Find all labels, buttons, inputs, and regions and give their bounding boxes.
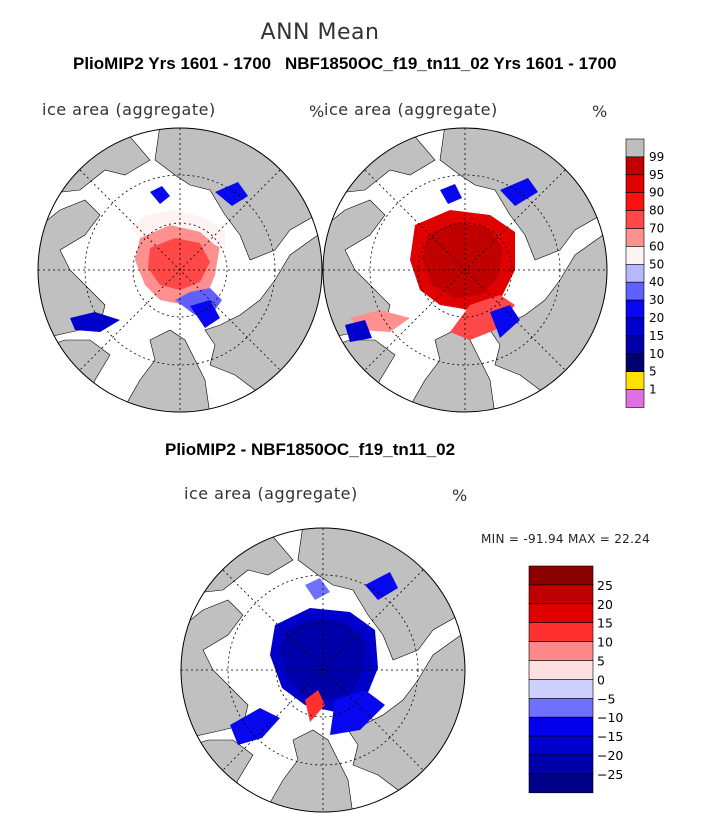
panel-3-field-label: ice area (aggregate) <box>184 484 358 503</box>
colorbar-top-swatch <box>625 246 645 265</box>
colorbar-top-swatch <box>625 371 645 390</box>
panel-1-units: % <box>309 102 325 121</box>
colorbar-top-swatch <box>625 389 645 408</box>
colorbar-top-label: 20 <box>649 311 664 325</box>
colorbar-top-label: 50 <box>649 257 664 271</box>
panel-3-units: % <box>452 486 468 505</box>
colorbar-top: 99 95 90 80 70 60 50 40 30 20 15 10 5 1 <box>625 138 664 408</box>
map-panel-1 <box>37 127 323 413</box>
colorbar-top-label: 60 <box>649 239 664 253</box>
colorbar-top-swatch <box>625 192 645 211</box>
colorbar-top-label: 1 <box>649 383 657 397</box>
panel-2-units: % <box>592 102 608 121</box>
panel-2-title: NBF1850OC_f19_tn11_02 Yrs 1601 - 1700 <box>285 54 617 73</box>
colorbar-diff-swatch <box>528 565 594 586</box>
colorbar-diff-swatch <box>528 660 594 680</box>
colorbar-top-swatch <box>625 210 645 229</box>
map-panel-3 <box>180 527 466 813</box>
colorbar-diff-label: 20 <box>597 597 613 612</box>
colorbar-top-swatch <box>625 353 645 372</box>
colorbar-top-label: 40 <box>649 275 664 289</box>
colorbar-top-label: 95 <box>649 168 664 182</box>
colorbar-top-label: 5 <box>649 365 657 379</box>
colorbar-diff-label: −5 <box>597 691 615 706</box>
colorbar-top-swatch <box>625 335 645 355</box>
main-title: ANN Mean <box>260 20 380 45</box>
colorbar-diff-swatch <box>528 603 594 623</box>
colorbar-diff-label: 15 <box>597 616 613 631</box>
difference-min-max: MIN = -91.94 MAX = 22.24 <box>481 532 651 546</box>
colorbar-diff: 25 20 15 10 5 0 −5 −10 −15 −20 −25 <box>528 565 623 794</box>
colorbar-diff-label: 0 <box>597 672 605 687</box>
panel-3-title: PlioMIP2 - NBF1850OC_f19_tn11_02 <box>165 440 456 459</box>
colorbar-top-swatch <box>625 138 645 158</box>
colorbar-diff-label: −15 <box>597 729 623 744</box>
panel-1-field-label: ice area (aggregate) <box>42 100 216 119</box>
colorbar-top-swatch <box>625 281 645 301</box>
colorbar-diff-label: 5 <box>597 654 605 669</box>
colorbar-diff-swatch <box>528 735 594 756</box>
colorbar-top-label: 15 <box>649 329 664 343</box>
colorbar-top-swatch <box>625 228 645 247</box>
colorbar-diff-label: −20 <box>597 748 623 763</box>
colorbar-top-label: 90 <box>649 186 664 200</box>
colorbar-diff-swatch <box>528 622 594 642</box>
colorbar-diff-swatch <box>528 679 594 699</box>
panel-2-field-label: ice area (aggregate) <box>324 100 498 119</box>
colorbar-diff-swatch <box>528 697 594 718</box>
colorbar-diff-swatch <box>528 584 594 605</box>
colorbar-diff-swatch <box>528 754 594 775</box>
map-panel-2 <box>322 127 608 413</box>
colorbar-top-label: 70 <box>649 222 664 236</box>
colorbar-top-label: 30 <box>649 293 664 307</box>
colorbar-diff-label: −25 <box>597 767 623 782</box>
colorbar-diff-swatch <box>528 641 594 661</box>
colorbar-diff-label: −10 <box>597 710 623 725</box>
colorbar-top-swatch <box>625 263 645 283</box>
colorbar-top-label: 80 <box>649 204 664 218</box>
colorbar-top-swatch <box>625 299 645 319</box>
colorbar-top-label: 10 <box>649 347 664 361</box>
colorbar-diff-swatch <box>528 773 594 794</box>
colorbar-top-swatch <box>625 174 645 194</box>
colorbar-top-label: 99 <box>649 150 664 164</box>
colorbar-top-swatch <box>625 156 645 176</box>
colorbar-diff-swatch <box>528 716 594 737</box>
panel-1-title: PlioMIP2 Yrs 1601 - 1700 <box>73 54 272 73</box>
colorbar-diff-label: 10 <box>597 635 613 650</box>
colorbar-diff-label: 25 <box>597 578 613 593</box>
colorbar-top-swatch <box>625 317 645 337</box>
